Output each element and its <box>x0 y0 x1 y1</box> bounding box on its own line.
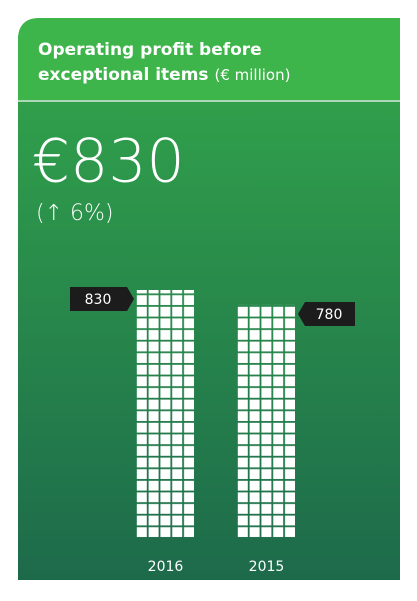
card <box>18 18 400 580</box>
title-line: exceptional items <box>38 65 214 85</box>
x-tick-label: 2015 <box>249 559 285 575</box>
value-label: 780 <box>316 307 343 323</box>
label-box <box>298 301 355 326</box>
bar <box>136 290 195 538</box>
card-header <box>18 18 400 100</box>
unit: (€ million) <box>214 66 290 84</box>
label-box <box>70 287 134 311</box>
x-tick-label: 2016 <box>148 559 184 575</box>
headline: €830 <box>32 127 185 197</box>
bar <box>237 304 296 538</box>
value-label: 830 <box>85 292 112 308</box>
chart-title: Operating profit before exceptional item… <box>38 40 290 85</box>
title-line: Operating profit before <box>38 40 262 60</box>
change: (↑ 6%) <box>36 201 114 226</box>
